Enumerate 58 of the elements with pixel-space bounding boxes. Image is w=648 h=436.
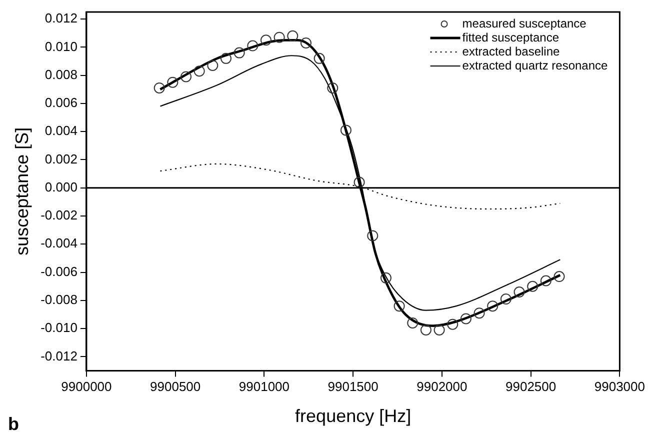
point (514, 286, 525, 298)
point (474, 308, 485, 319)
x-tick-label: 9901500 (328, 379, 378, 394)
point (327, 82, 338, 94)
point (554, 271, 565, 282)
y-tick-label: -0.002 (40, 208, 78, 223)
point (420, 324, 432, 336)
y-axis-title: susceptance [S] (12, 127, 32, 256)
y-tick-label: 0.000 (44, 179, 78, 194)
y-tick-label: 0.004 (44, 123, 78, 138)
point (460, 313, 472, 324)
point (167, 76, 178, 88)
y-tick-label: -0.010 (40, 320, 78, 336)
point (540, 275, 552, 286)
y-tick-label: 0.010 (44, 38, 78, 54)
point (527, 280, 538, 292)
y-tick-label: 0.006 (44, 95, 78, 110)
point (447, 318, 458, 330)
y-tick-label: -0.004 (40, 236, 78, 251)
text: b (8, 414, 19, 434)
point (180, 71, 192, 82)
point (407, 317, 418, 328)
point (274, 32, 285, 43)
point (300, 37, 312, 48)
point (154, 82, 165, 94)
point (340, 124, 352, 136)
y-tick-label: 0.012 (44, 10, 78, 26)
x-tick-label: 9900000 (61, 379, 112, 394)
point (434, 324, 445, 336)
point (194, 66, 205, 77)
legend-label: measured susceptance (462, 16, 587, 30)
point (367, 230, 378, 242)
point (220, 52, 232, 64)
point (260, 34, 272, 46)
legend-label: extracted quartz resonance (462, 58, 608, 72)
x-tick-label: 9901000 (238, 379, 290, 394)
point (354, 176, 365, 188)
point (314, 52, 325, 64)
y-tick-label: -0.006 (40, 264, 78, 279)
legend-label: fitted susceptance (462, 30, 560, 44)
point (394, 300, 405, 312)
y-tick-label: 0.002 (44, 151, 78, 166)
legend-label: extracted baseline (462, 44, 560, 58)
point (207, 60, 218, 71)
point (380, 272, 392, 284)
point (287, 30, 298, 42)
x-tick-label: 9900500 (150, 379, 201, 394)
point (500, 294, 512, 305)
y-tick-label: 0.008 (44, 66, 78, 82)
y-tick-label: -0.012 (40, 348, 78, 364)
point (247, 40, 258, 52)
x-tick-label: 9902500 (506, 379, 556, 394)
y-tick-label: -0.008 (40, 292, 78, 308)
x-tick-label: 9902000 (416, 379, 468, 394)
point (487, 300, 498, 312)
point (234, 47, 245, 58)
x-axis-title: frequency [Hz] (295, 406, 412, 426)
x-tick-label: 9903000 (594, 379, 646, 394)
